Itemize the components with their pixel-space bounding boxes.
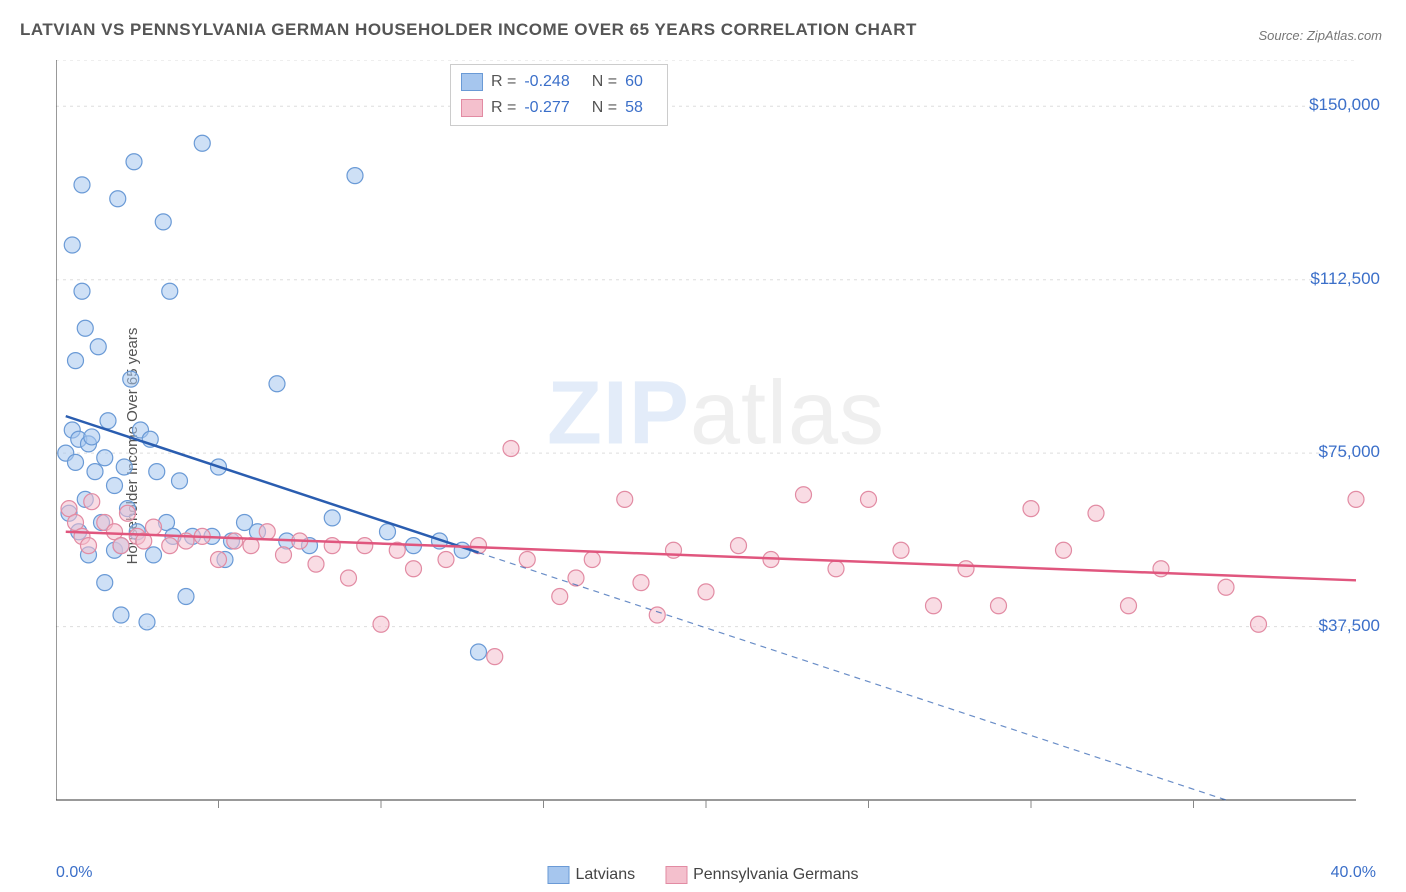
legend-label: Latvians (575, 866, 635, 883)
y-tick-label: $150,000 (1309, 95, 1380, 115)
legend-item: Pennsylvania Germans (665, 866, 858, 884)
n-value: 58 (625, 99, 643, 117)
n-label: N = (592, 99, 617, 117)
x-axis-min: 0.0% (56, 864, 92, 882)
legend-swatch (665, 866, 687, 884)
series-legend: Latvians Pennsylvania Germans (547, 866, 858, 884)
legend-item: Latvians (547, 866, 635, 884)
n-value: 60 (625, 73, 643, 91)
x-axis-max: 40.0% (1331, 864, 1376, 882)
y-tick-label: $37,500 (1319, 616, 1380, 636)
r-label: R = (491, 73, 516, 91)
legend-swatch (461, 73, 483, 91)
legend-swatch (547, 866, 569, 884)
correlation-legend: R = -0.248 N = 60 R = -0.277 N = 58 (450, 64, 668, 126)
chart-svg (56, 60, 1376, 830)
y-tick-label: $112,500 (1310, 269, 1380, 289)
y-tick-label: $75,000 (1319, 442, 1380, 462)
legend-swatch (461, 99, 483, 117)
r-label: R = (491, 99, 516, 117)
legend-stat-row: R = -0.277 N = 58 (461, 95, 657, 121)
r-value: -0.277 (524, 99, 569, 117)
r-value: -0.248 (524, 73, 569, 91)
legend-stat-row: R = -0.248 N = 60 (461, 69, 657, 95)
plot-area: ZIPatlas (56, 60, 1376, 830)
n-label: N = (592, 73, 617, 91)
source-attribution: Source: ZipAtlas.com (1258, 28, 1382, 43)
legend-label: Pennsylvania Germans (693, 866, 858, 883)
chart-title: LATVIAN VS PENNSYLVANIA GERMAN HOUSEHOLD… (20, 20, 917, 40)
